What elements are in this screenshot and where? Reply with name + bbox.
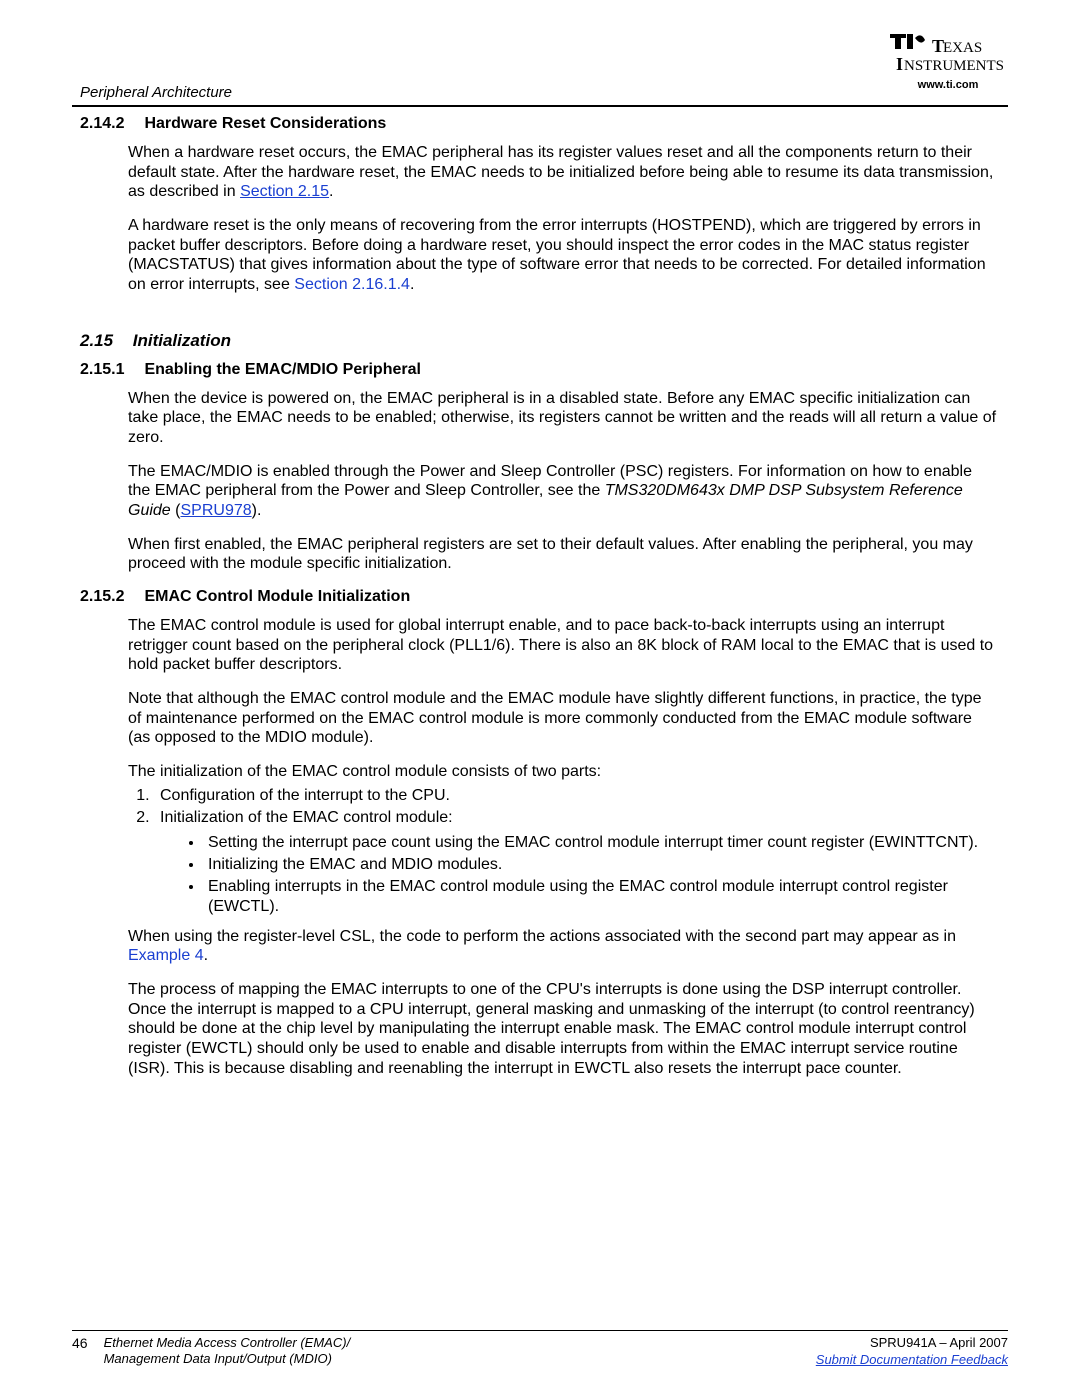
unordered-list: Setting the interrupt pace count using t… [190, 833, 998, 917]
doc-id: SPRU941A – April 2007 [870, 1335, 1008, 1350]
heading-2-15: 2.15 Initialization [80, 331, 1008, 351]
section-title: Hardware Reset Considerations [144, 115, 386, 132]
ti-logo-icon: T EXAS I NSTRUMENTS [888, 30, 1008, 78]
paragraph: When using the register-level CSL, the c… [128, 927, 998, 966]
footer-rule [72, 1330, 1008, 1331]
ti-logo: T EXAS I NSTRUMENTS www.ti.com [888, 30, 1008, 91]
heading-2-15-2: 2.15.2 EMAC Control Module Initializatio… [80, 588, 1008, 606]
paragraph: When the device is powered on, the EMAC … [128, 389, 998, 448]
paragraph: The EMAC control module is used for glob… [128, 616, 998, 675]
paragraph: The EMAC/MDIO is enabled through the Pow… [128, 462, 998, 521]
page-footer: 46 Ethernet Media Access Controller (EMA… [72, 1330, 1008, 1369]
footer-title: Ethernet Media Access Controller (EMAC)/… [104, 1335, 351, 1368]
page-number: 46 [72, 1335, 88, 1351]
section-number: 2.15 [80, 331, 128, 351]
list-item: Enabling interrupts in the EMAC control … [204, 877, 998, 917]
logo-url: www.ti.com [888, 80, 1008, 91]
page-header: T EXAS I NSTRUMENTS www.ti.com Periphera… [72, 30, 1008, 105]
link-feedback[interactable]: Submit Documentation Feedback [816, 1352, 1008, 1367]
heading-2-15-1: 2.15.1 Enabling the EMAC/MDIO Peripheral [80, 361, 1008, 379]
section-title: Enabling the EMAC/MDIO Peripheral [144, 361, 420, 378]
link-section-2-16-1-4[interactable]: Section 2.16.1.4 [294, 276, 410, 293]
link-spru978[interactable]: SPRU978 [180, 502, 251, 519]
list-item: Initializing the EMAC and MDIO modules. [204, 855, 998, 875]
list-item: Configuration of the interrupt to the CP… [154, 786, 998, 806]
svg-text:NSTRUMENTS: NSTRUMENTS [904, 58, 1004, 74]
heading-2-14-2: 2.14.2 Hardware Reset Considerations [80, 115, 1008, 133]
ordered-list: Configuration of the interrupt to the CP… [128, 786, 998, 917]
section-number: 2.15.1 [80, 361, 140, 379]
header-rule [72, 105, 1008, 107]
link-section-2-15[interactable]: Section 2.15 [240, 183, 329, 200]
section-number: 2.14.2 [80, 115, 140, 133]
body-2-15-2: The EMAC control module is used for glob… [128, 616, 998, 1078]
running-head: Peripheral Architecture [80, 84, 232, 101]
section-title: EMAC Control Module Initialization [144, 588, 410, 605]
svg-text:EXAS: EXAS [943, 40, 982, 56]
paragraph: The initialization of the EMAC control m… [128, 762, 998, 782]
svg-text:I: I [896, 54, 903, 74]
paragraph: Note that although the EMAC control modu… [128, 689, 998, 748]
link-example-4[interactable]: Example 4 [128, 947, 204, 964]
paragraph: When first enabled, the EMAC peripheral … [128, 535, 998, 574]
section-title: Initialization [133, 331, 231, 350]
body-2-14-2: When a hardware reset occurs, the EMAC p… [128, 143, 998, 295]
paragraph: A hardware reset is the only means of re… [128, 216, 998, 295]
list-item: Initialization of the EMAC control modul… [154, 808, 998, 916]
list-item: Setting the interrupt pace count using t… [204, 833, 998, 853]
paragraph: The process of mapping the EMAC interrup… [128, 980, 998, 1078]
body-2-15-1: When the device is powered on, the EMAC … [128, 389, 998, 574]
section-number: 2.15.2 [80, 588, 140, 606]
paragraph: When a hardware reset occurs, the EMAC p… [128, 143, 998, 202]
